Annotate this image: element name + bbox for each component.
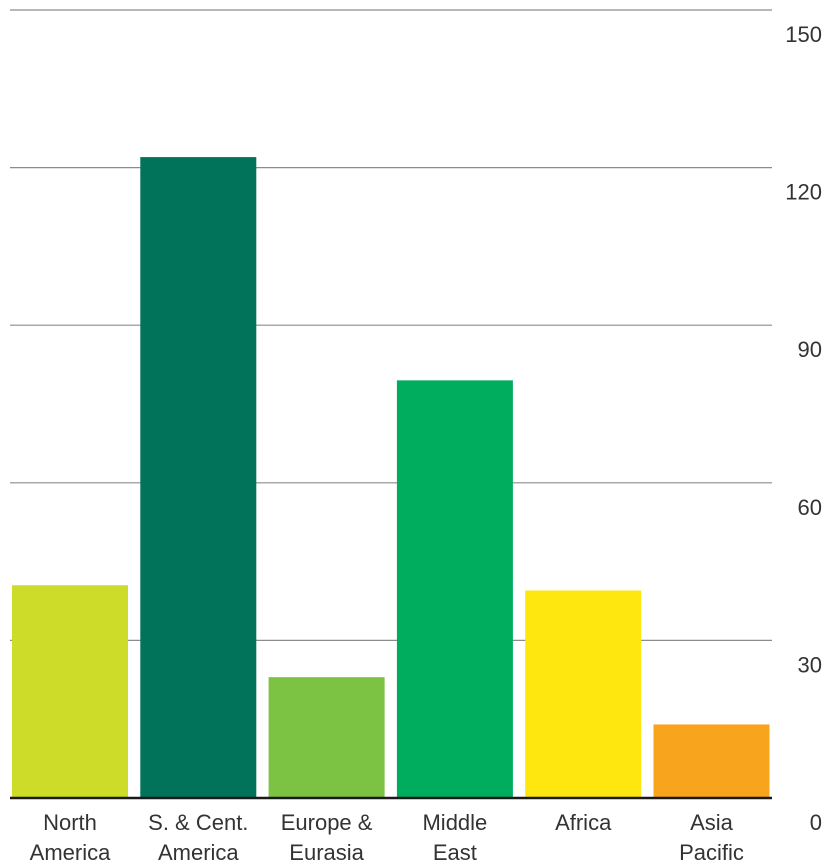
bar	[140, 157, 257, 799]
y-tick-label: 0	[810, 810, 822, 835]
y-tick-label: 30	[798, 652, 822, 677]
y-tick-label: 120	[785, 180, 822, 205]
bar	[12, 585, 128, 798]
x-category-label: North America	[30, 810, 111, 865]
bar	[525, 590, 642, 798]
gridlines	[10, 9, 772, 642]
x-category-label: S. & Cent. America	[148, 810, 248, 865]
x-axis-labels: North America S. & Cent. America Europe & Eur…	[30, 810, 744, 865]
x-category-label: Middle East	[422, 810, 487, 865]
bar	[268, 677, 385, 798]
x-category-label: Europe & Eurasia	[281, 810, 373, 865]
bar	[396, 380, 513, 798]
y-tick-label: 60	[798, 495, 822, 520]
y-tick-label: 90	[798, 337, 822, 362]
bar	[653, 724, 770, 798]
y-axis-ticks: 0 30 60 90 120 150	[785, 22, 822, 835]
bars	[12, 157, 770, 799]
x-category-label: Asia Pacific	[679, 810, 744, 865]
y-tick-label: 150	[785, 22, 822, 47]
x-category-label: Africa	[555, 810, 612, 835]
